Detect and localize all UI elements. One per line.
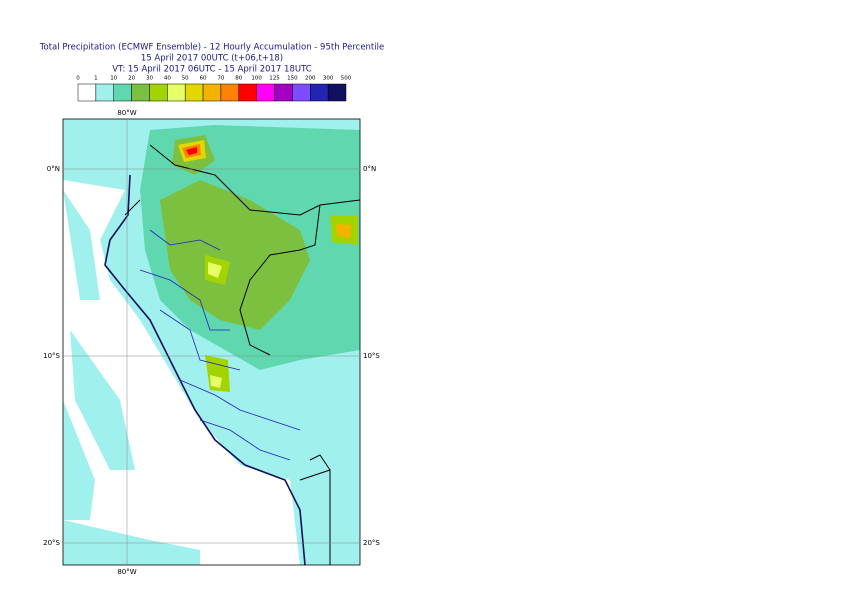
legend-label: 80 [235,76,242,82]
valid-time: VT: 15 April 2017 06UTC - 15 April 2017 … [112,65,311,75]
legend-label: 70 [217,76,224,82]
legend-swatch [77,83,97,102]
legend-swatch [327,83,347,102]
lon-label: 80°W [117,568,136,576]
legend-swatch [113,83,132,102]
graticule: 0°N 0°N 10°S 10°S 20°S 20°S 80°W 80°W [43,109,380,576]
legend-label: 50 [182,76,189,82]
legend-swatch [256,83,275,102]
legend-label: 200 [305,76,316,82]
lat-label: 0°N [363,165,376,173]
legend-label: 125 [269,76,280,82]
legend-label: 100 [251,76,262,82]
legend-swatch [310,83,329,102]
title: Total Precipitation (ECMWF Ensemble) - 1… [39,43,384,53]
lat-label: 10°S [363,352,380,360]
legend-swatch [131,83,150,102]
legend-label: 30 [146,76,153,82]
legend-swatch [274,83,293,102]
legend-swatch [184,83,204,102]
map-frame [62,118,361,566]
legend-swatch [167,83,186,102]
legend-label: 300 [323,76,334,82]
legend-swatch [238,83,257,102]
lat-label: 10°S [43,352,60,360]
legend-swatch [149,83,168,102]
legend-label: 0 [76,76,80,82]
legend-swatch [95,83,114,102]
legend: 0 1 10 20 30 40 50 60 70 80 100 125 150 200 300 500 [76,76,352,102]
map-field [63,119,360,565]
legend-label: 150 [287,76,298,82]
legend-label: 10 [110,76,117,82]
legend-label: 60 [200,76,207,82]
legend-swatch [220,83,240,102]
legend-label: 40 [164,76,171,82]
lat-label: 20°S [363,539,380,547]
legend-label: 20 [128,76,135,82]
lat-label: 20°S [43,539,60,547]
legend-swatch [292,83,311,102]
lat-label: 0°N [47,165,60,173]
legend-label: 1 [94,76,98,82]
subtitle: 15 April 2017 00UTC (t+06,t+18) [141,54,283,64]
legend-label: 500 [341,76,352,82]
legend-swatch [202,83,222,102]
lon-label: 80°W [117,109,136,117]
